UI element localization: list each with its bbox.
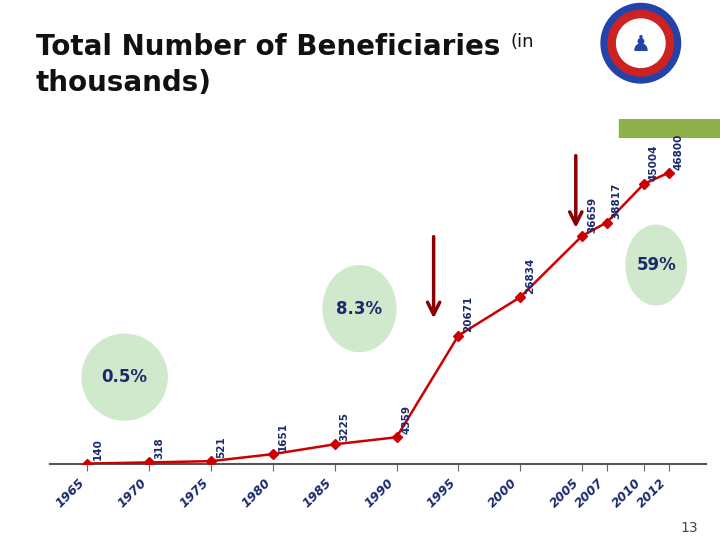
Text: 0.5%: 0.5%: [102, 368, 148, 386]
Text: thousands): thousands): [35, 70, 212, 97]
Text: 20671: 20671: [463, 296, 473, 333]
Text: 140: 140: [92, 438, 102, 461]
Text: ♟: ♟: [631, 35, 651, 55]
Text: 13: 13: [681, 521, 698, 535]
Text: 3225: 3225: [340, 412, 350, 441]
Text: 318: 318: [154, 437, 164, 460]
Circle shape: [608, 10, 674, 76]
Ellipse shape: [625, 225, 687, 306]
Text: 26834: 26834: [525, 258, 535, 294]
Text: 36659: 36659: [587, 197, 597, 233]
Text: 8.3%: 8.3%: [336, 300, 382, 318]
Text: (in: (in: [510, 33, 534, 51]
Text: 521: 521: [216, 436, 226, 458]
Text: Total Number of Beneficiaries: Total Number of Beneficiaries: [35, 33, 500, 61]
Ellipse shape: [323, 265, 397, 352]
Text: 46800: 46800: [673, 133, 683, 170]
Bar: [618, 119, 720, 138]
Text: 1651: 1651: [278, 422, 288, 451]
Text: 4359: 4359: [402, 405, 412, 434]
Circle shape: [601, 3, 680, 83]
Text: 59%: 59%: [636, 256, 676, 274]
Ellipse shape: [81, 334, 168, 421]
Circle shape: [616, 19, 665, 68]
Text: 38817: 38817: [612, 183, 621, 219]
Text: 45004: 45004: [649, 144, 659, 181]
